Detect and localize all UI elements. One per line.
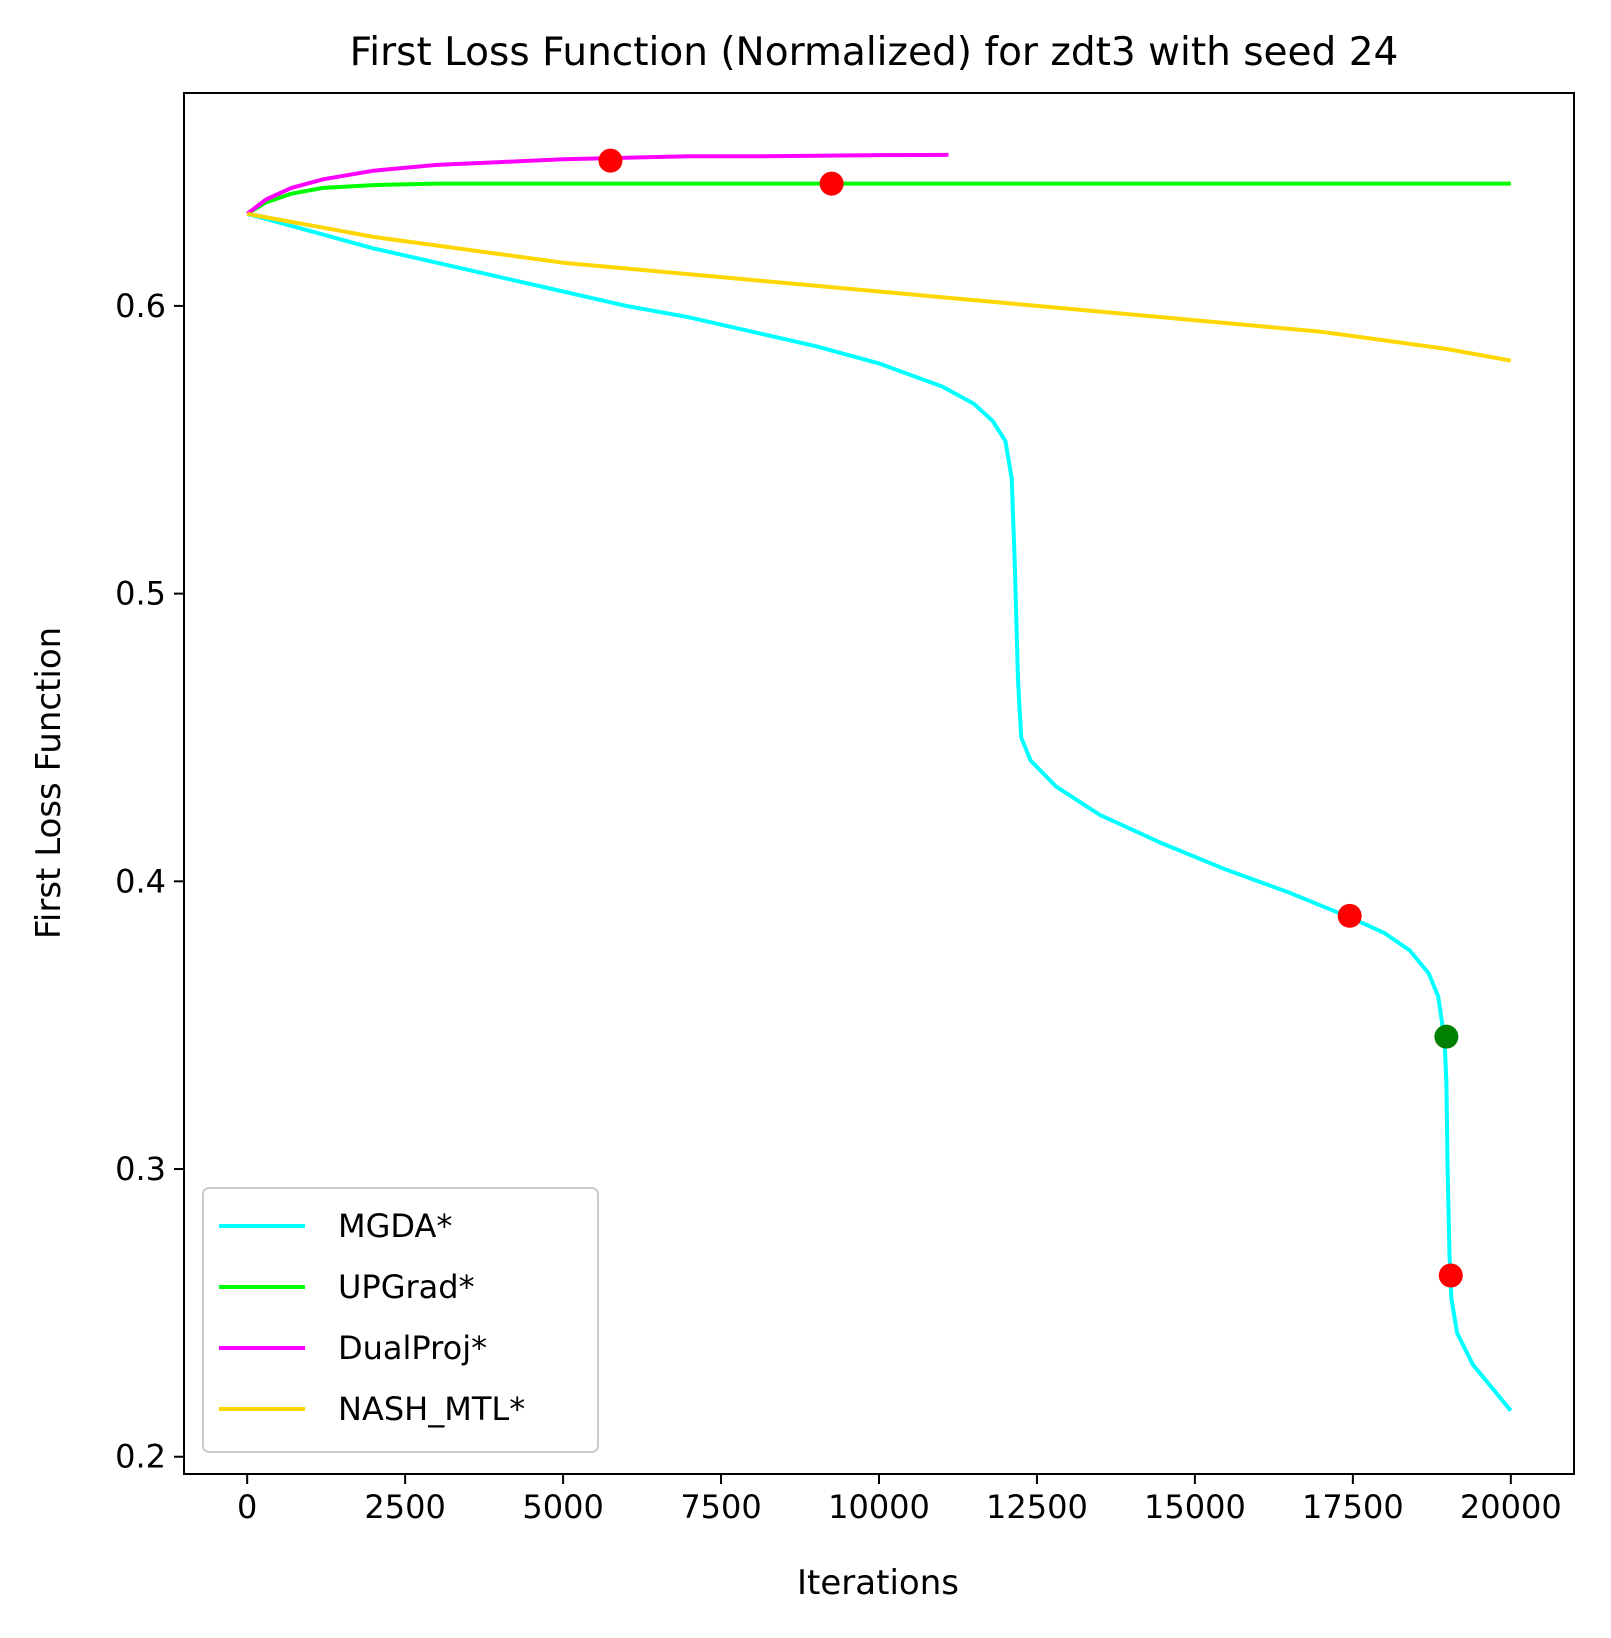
marker-layer: [598, 148, 1463, 1288]
x-tick-label: 20000: [1460, 1488, 1562, 1526]
highlight-point: [598, 148, 623, 173]
x-tick-label: 5000: [522, 1488, 603, 1526]
legend-label: DualProj*: [338, 1329, 487, 1367]
highlight-point: [819, 171, 844, 196]
legend-label: MGDA*: [338, 1207, 452, 1245]
highlight-point: [1434, 1024, 1459, 1049]
series-line-2: [246, 181, 1511, 216]
highlight-point: [1438, 1263, 1463, 1288]
x-axis: 0 2500 5000 7500 10000 12500 15000 17500 20000: [237, 1474, 1562, 1526]
y-tick-label: 0.4: [115, 862, 166, 900]
x-tick-label: 17500: [1302, 1488, 1404, 1526]
x-tick-label: 2500: [364, 1488, 445, 1526]
highlight-point: [1337, 903, 1362, 928]
y-axis-label: First Loss Function: [29, 627, 69, 939]
chart-title: First Loss Function (Normalized) for zdt…: [350, 30, 1399, 75]
y-tick-label: 0.2: [115, 1438, 166, 1476]
series-line-3: [245, 152, 949, 216]
x-tick-label: 12500: [986, 1488, 1088, 1526]
series-line-1: [246, 211, 1513, 1412]
series-line-4: [246, 211, 1512, 363]
x-tick-label: 0: [237, 1488, 257, 1526]
y-tick-label: 0.3: [115, 1150, 166, 1188]
y-tick-label: 0.6: [115, 287, 166, 325]
legend: MGDA* UPGrad* DualProj* NASH_MTL*: [202, 1187, 599, 1453]
legend-frame: [202, 1187, 599, 1453]
legend-label: UPGrad*: [338, 1268, 475, 1306]
legend-label: NASH_MTL*: [338, 1390, 525, 1428]
x-tick-label: 15000: [1144, 1488, 1246, 1526]
x-tick-label: 10000: [828, 1488, 930, 1526]
x-tick-label: 7500: [680, 1488, 761, 1526]
y-axis: 0.2 0.3 0.4 0.5 0.6: [115, 287, 184, 1476]
y-tick-label: 0.5: [115, 575, 166, 613]
x-axis-label: Iterations: [797, 1563, 959, 1603]
series-layer: [245, 152, 1513, 1412]
